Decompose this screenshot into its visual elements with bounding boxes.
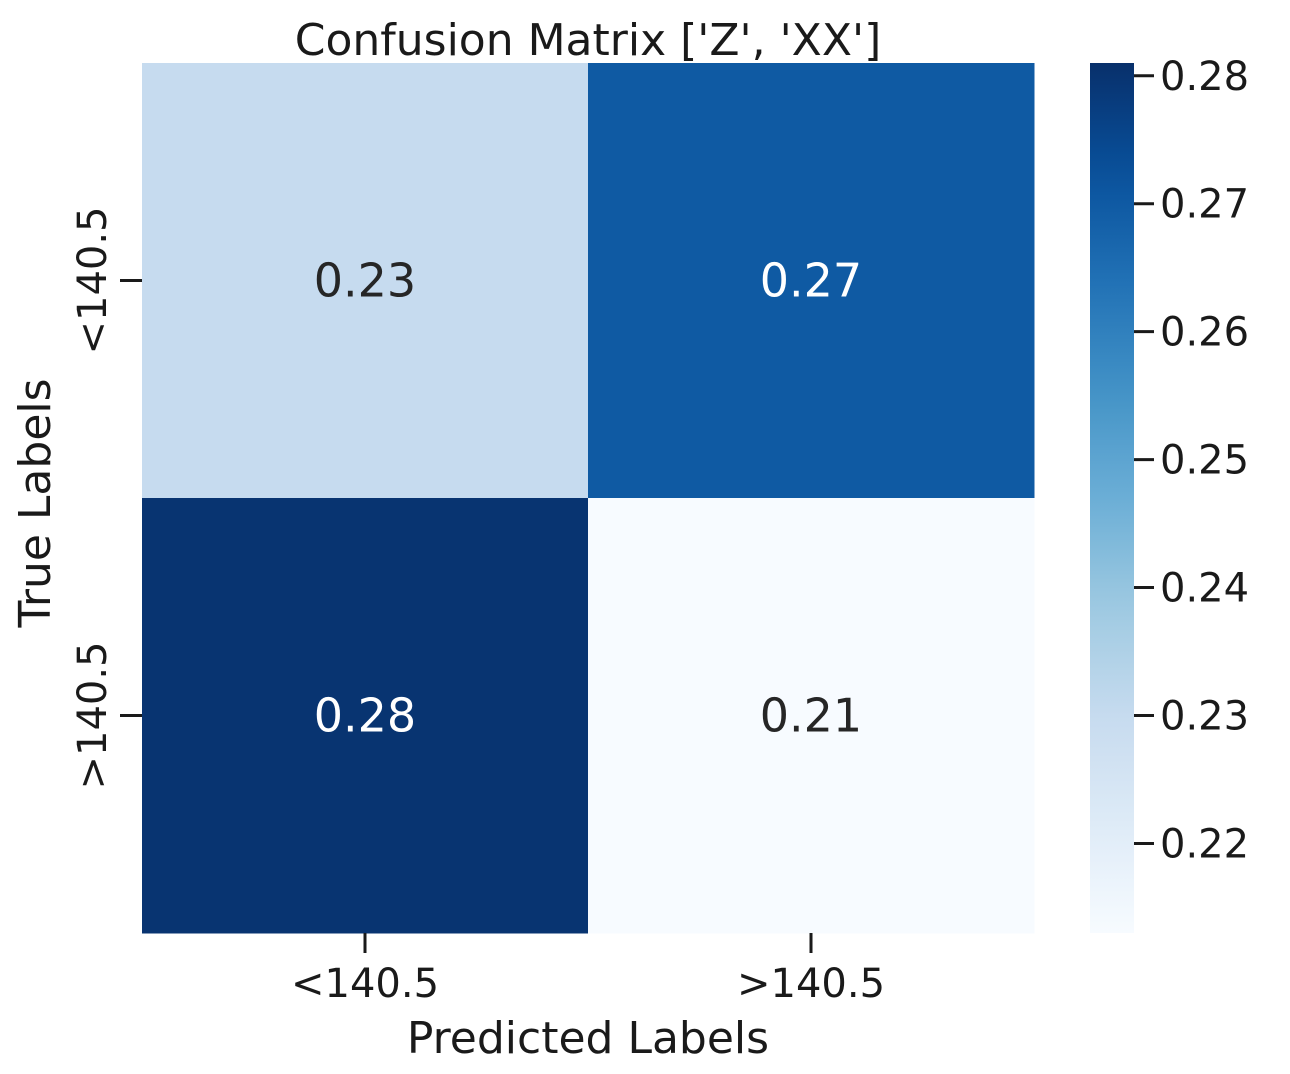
x-tick-label: >140.5 [737,961,885,1007]
cell-annotations: 0.23 0.27 0.28 0.21 [314,254,862,743]
cell-annotation: 0.23 [314,254,416,308]
y-axis-label: True Labels [10,378,61,628]
y-tick-label: >140.5 [70,641,116,789]
heatmap-cells [142,63,1035,934]
cell-annotation: 0.21 [760,689,862,743]
x-axis-label: Predicted Labels [407,1013,769,1064]
x-tick-label: <140.5 [291,961,439,1007]
colorbar-tick-label: 0.26 [1160,310,1249,356]
x-axis-ticks: <140.5 >140.5 [291,933,885,1007]
colorbar: 0.22 0.23 0.24 0.25 0.26 0.27 0.28 [1090,54,1249,933]
colorbar-gradient [1090,63,1134,933]
chart-title: Confusion Matrix ['Z', 'XX'] [295,15,881,66]
cell-annotation: 0.28 [314,689,416,743]
y-tick-label: <140.5 [70,206,116,354]
y-axis-ticks: <140.5 >140.5 [70,206,142,790]
heatmap-cell [588,498,1035,934]
colorbar-tick-label: 0.28 [1160,54,1249,100]
colorbar-tick-label: 0.22 [1160,821,1249,867]
colorbar-tick-label: 0.27 [1160,182,1249,228]
heatmap-cell [142,63,589,499]
heatmap-cell [142,498,589,934]
heatmap-cell [588,63,1035,499]
colorbar-tick-label: 0.24 [1160,566,1249,612]
cell-annotation: 0.27 [760,254,862,308]
colorbar-tick-label: 0.25 [1160,438,1249,484]
colorbar-tick-label: 0.23 [1160,694,1249,740]
